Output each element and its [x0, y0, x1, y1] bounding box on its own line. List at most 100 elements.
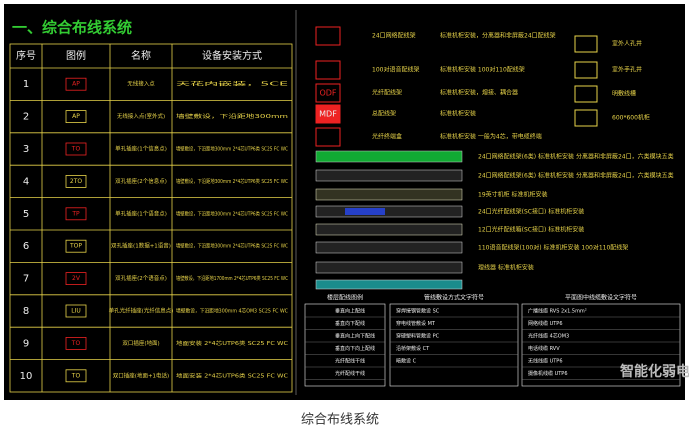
cad-background: [4, 4, 685, 400]
item-name: 无线接入点: [127, 80, 155, 88]
item-name: 双孔插座(1数据+1语音): [111, 242, 171, 250]
title: 一、综合布线系统: [12, 19, 132, 37]
small-table-row: 广播线缆 RVS 2x1.5mm²: [528, 308, 587, 315]
outdoor-symbol: [574, 109, 598, 127]
item-install: 墙壁敷设，下沿距地300mm 2*4芯UTP6类 SC25 FC WC: [176, 209, 288, 217]
caption: 综合布线系统: [301, 413, 379, 428]
small-table-row: 光纤配线干线: [335, 370, 365, 377]
legend-icon-text: TOP: [69, 243, 82, 250]
legend-icon-text: LIU: [71, 308, 81, 315]
legend-desc: 标准机柜安装: [440, 110, 476, 118]
small-table-title: 平面图中线缆敷设文字符号: [565, 294, 637, 302]
rack-label: 24口网络配线架(6类) 标准机柜安装 分离器和非屏蔽24口，六类模块五类: [478, 153, 674, 161]
small-table-row: 穿硬塑料管敷设 PC: [396, 333, 440, 340]
small-table-row: 光纤线缆 4芯OM3: [528, 333, 569, 340]
legend-icon-text: 2V: [72, 275, 81, 282]
legend-symbol: [315, 83, 341, 103]
small-table-title: 楼层配线图例: [327, 294, 363, 302]
small-table-row: 无线线缆 UTP6: [528, 358, 563, 365]
small-table-row: 垂直向下配线: [335, 320, 365, 327]
small-table-row: 垂直向上配线: [335, 308, 365, 315]
outdoor-symbol: [574, 61, 598, 79]
small-table-frame: [389, 303, 519, 387]
item-install: 地面安装 2*4芯UTP6类 SC25 FC WC: [176, 339, 288, 347]
outdoor-label: 室外人孔井: [612, 40, 642, 48]
item-name: 单孔插座(1个语音点): [115, 209, 167, 217]
item-install: 天花内嵌装，5CE: [176, 80, 288, 88]
item-name: 无线接入点(室外式): [117, 112, 165, 120]
legend-icon: [65, 77, 87, 91]
rack-drawings: [315, 150, 463, 290]
legend-icon: [65, 110, 87, 123]
item-name: 单孔插座(1个信息点): [115, 145, 167, 153]
table-header: 序号: [16, 49, 36, 62]
small-table-row: 沿桥架敷设 CT: [396, 345, 430, 352]
legend-icon: [65, 207, 87, 221]
rack-label: 24口网络配线架(6类) 标准机柜安装 分离器和非屏蔽24口，六类模块五类: [478, 172, 674, 180]
item-name: 双孔插座(2个信息点): [115, 177, 167, 185]
small-table-title: 管线敷设方式文字符号: [424, 294, 484, 302]
row-number: 8: [23, 306, 29, 317]
row-number: 2: [23, 112, 29, 123]
item-install: 墙壁敷设，下沿距地300mm 2*4芯UTP6类 SC25 FC WC: [176, 242, 288, 250]
row-number: 4: [23, 176, 29, 187]
item-install: 地面安装 2*4芯UTP6类 SC25 FC WC: [176, 371, 288, 379]
table-header: 设备安装方式: [202, 49, 262, 62]
row-number: 1: [23, 79, 29, 90]
item-install: 墙壁敷设，下沿距地300mm: [176, 112, 288, 120]
legend-symbol-text: ODF: [319, 89, 336, 98]
rack-label: 19英寸机柜 标准机柜安装: [478, 191, 548, 199]
legend-icon: [65, 239, 87, 253]
outdoor-label: 室外手孔井: [612, 66, 642, 74]
legend-icon-text: AP: [72, 81, 80, 88]
watermark: 智能化弱电圈: [619, 363, 689, 380]
legend-icon-text: AP: [72, 113, 80, 120]
item-name: 双口插座(地面): [122, 339, 159, 347]
table-header: 图例: [66, 49, 86, 62]
item-name: 双口插座(地面+1电话): [113, 371, 169, 379]
row-number: 7: [23, 274, 29, 285]
legend-icon: [65, 142, 87, 156]
outdoor-label: 明敷线槽: [612, 90, 636, 98]
item-name: 双孔插座(2个语音点): [115, 274, 167, 282]
legend-desc: 标准机柜安装，熔接、耦合器: [440, 89, 518, 97]
row-number: 3: [23, 144, 29, 155]
legend-icon: [65, 174, 87, 188]
legend-symbol: [315, 104, 341, 124]
legend-icon: [65, 272, 87, 286]
item-install: 墙壁敷设，下沿距地1700mm 2*4芯UTP6类 SC25 FC WC: [176, 274, 288, 282]
legend-symbol: [315, 26, 341, 46]
legend-symbol: [315, 127, 341, 147]
legend-icon: [65, 336, 87, 350]
legend-icon: [65, 369, 87, 383]
small-table-row: 网络线缆 UTP6: [528, 320, 563, 327]
small-table-row: 垂直向下向上配线: [335, 345, 375, 352]
rack-label: 110语音配线架(100对) 标准机柜安装 100对110配线架: [478, 244, 628, 252]
legend-name: 光纤终端盒: [372, 133, 402, 141]
item-install: 墙壁敷设，下沿距地300mm 2*4芯UTP6类 SC25 FC WC: [176, 177, 288, 185]
small-table-row: 摄像机线缆 UTP6: [528, 370, 568, 377]
table-frame: [9, 43, 293, 393]
row-number: 5: [23, 209, 29, 220]
row-number: 6: [23, 241, 29, 252]
rack-label: 12口光纤配线箱(SC接口) 标准机柜安装: [478, 226, 584, 234]
outdoor-label: 600*600机柜: [612, 114, 650, 122]
small-table-row: 暗敷设 C: [396, 358, 417, 365]
legend-desc: 标准机柜安装，分离器和非屏蔽24口配线架: [440, 32, 556, 40]
legend-icon: [65, 304, 87, 318]
rack-label: 理线器 标准机柜安装: [478, 264, 534, 272]
legend-name: 24口网络配线架: [372, 32, 416, 40]
outdoor-symbol: [574, 85, 598, 103]
small-table-row: 光纤配线干线: [335, 358, 365, 365]
small-table-frame: [304, 303, 386, 387]
outdoor-symbol: [574, 35, 598, 53]
small-table-frame: [521, 303, 681, 387]
small-table-row: 垂直向上向下配线: [335, 333, 375, 340]
small-table-row: 电话线缆 RVV: [528, 345, 560, 352]
legend-name: 100对语音配线架: [372, 66, 419, 74]
small-table-row: 穿焊接钢管敷设 SC: [396, 308, 440, 315]
row-number: 10: [20, 371, 33, 382]
rack-label: 24口光纤配线架(SC接口) 标准机柜安装: [478, 208, 584, 216]
legend-symbol: [315, 60, 341, 80]
